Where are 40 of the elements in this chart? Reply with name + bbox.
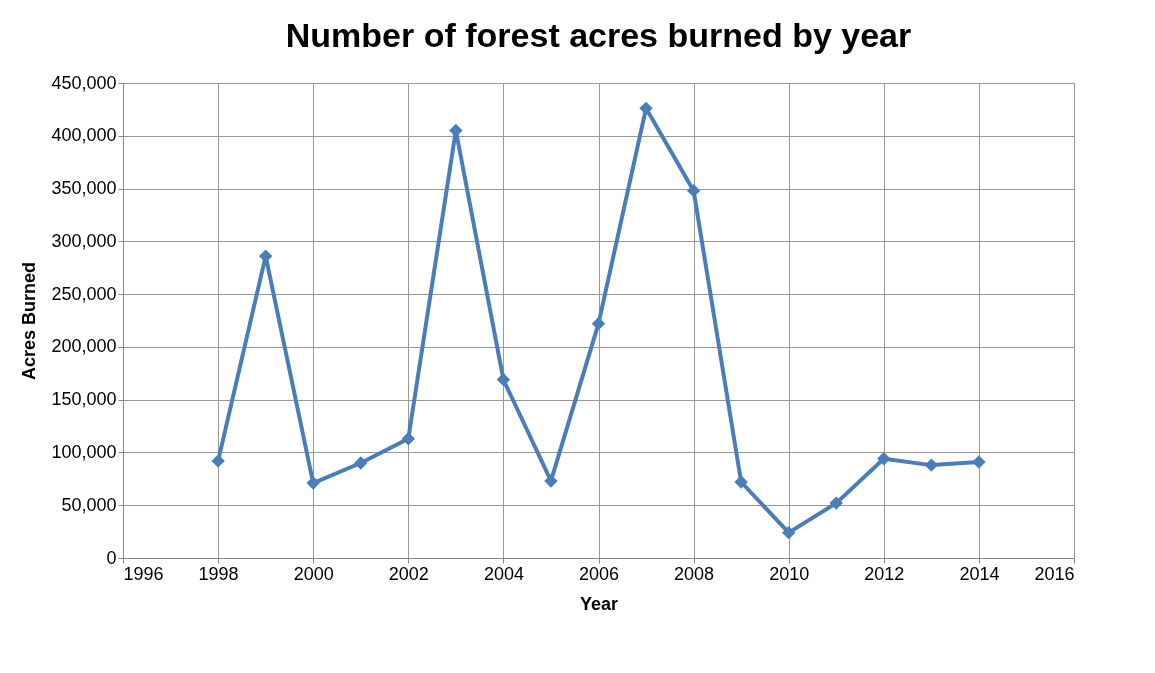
x-tick-label: 2008 — [674, 563, 715, 584]
point — [306, 476, 320, 490]
point — [686, 183, 701, 198]
point — [591, 316, 606, 331]
x-tick-label: 2016 — [1034, 563, 1075, 584]
y-tick-label: 450,000 — [51, 72, 117, 93]
point — [734, 475, 748, 489]
point — [401, 432, 416, 446]
point — [211, 454, 225, 468]
point — [496, 372, 511, 387]
y-tick-label: 300,000 — [51, 230, 117, 251]
point — [877, 452, 891, 466]
x-tick-label: 2002 — [388, 563, 429, 584]
y-tick-label: 200,000 — [51, 336, 117, 357]
point — [829, 496, 843, 510]
x-tick-label: 2010 — [769, 563, 810, 584]
point — [781, 525, 796, 540]
y-tick-label: 150,000 — [51, 389, 117, 410]
point — [924, 458, 939, 472]
x-tick-label: 2014 — [959, 563, 1000, 584]
chart-title: Number of forest acres burned by year — [285, 16, 912, 54]
point — [354, 456, 368, 470]
y-tick-label: 50,000 — [61, 494, 117, 515]
y-axis-title: Acres Burned — [19, 261, 40, 381]
x-axis-title: Year — [579, 593, 619, 614]
point — [972, 455, 986, 469]
y-tick-label: 400,000 — [51, 125, 117, 146]
y-tick-label: 100,000 — [51, 441, 117, 462]
x-tick-label: 2000 — [293, 563, 334, 584]
point — [544, 474, 558, 488]
x-tick-label: 1998 — [198, 563, 239, 584]
y-tick-label: 250,000 — [51, 283, 117, 304]
x-tick-label: 2012 — [864, 563, 905, 584]
y-tick-label: 350,000 — [51, 178, 117, 199]
point — [258, 249, 273, 263]
x-tick-label: 1996 — [123, 563, 164, 584]
point — [639, 101, 653, 116]
x-tick-label: 2004 — [483, 563, 524, 584]
y-tick-label: 0 — [106, 547, 117, 568]
x-tick-label: 2006 — [578, 563, 620, 584]
